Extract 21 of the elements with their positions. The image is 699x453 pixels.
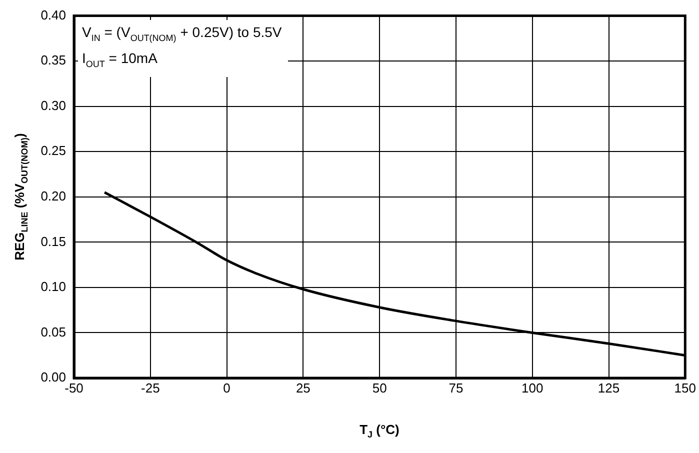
y-tick-label: 0.25 — [40, 143, 66, 158]
x-tick-label: 100 — [522, 380, 544, 396]
x-tick-label: 125 — [598, 380, 620, 396]
x-tick-label: 25 — [296, 380, 310, 396]
y-tick-label: 0.30 — [40, 98, 66, 113]
y-tick-label: 0.15 — [40, 234, 66, 249]
y-tick-label: 0.20 — [40, 188, 66, 204]
y-tick-label: 0.35 — [40, 52, 66, 68]
x-tick-label: -50 — [64, 380, 84, 396]
annotation: I$_{OUT}$ = 10mA — [82, 50, 158, 68]
x-tick-label: 0 — [223, 380, 230, 396]
x-tick-label: -25 — [140, 380, 160, 396]
y-tick-label: 0.10 — [40, 279, 66, 294]
y-tick-label: 0.05 — [40, 324, 66, 340]
y-tick-label: 0.00 — [40, 370, 66, 385]
x-tick-label: 150 — [674, 380, 696, 396]
y-tick-label: 0.40 — [40, 7, 66, 22]
x-axis-title: T$_{J}$ (°C) — [360, 422, 400, 440]
x-tick-label: 50 — [372, 380, 387, 396]
annotation: V$_{IN}$ = (V$_{OUT(NOM)}$ + 0.25V) to 5.5V — [82, 24, 282, 43]
x-tick-label: 75 — [448, 380, 464, 396]
